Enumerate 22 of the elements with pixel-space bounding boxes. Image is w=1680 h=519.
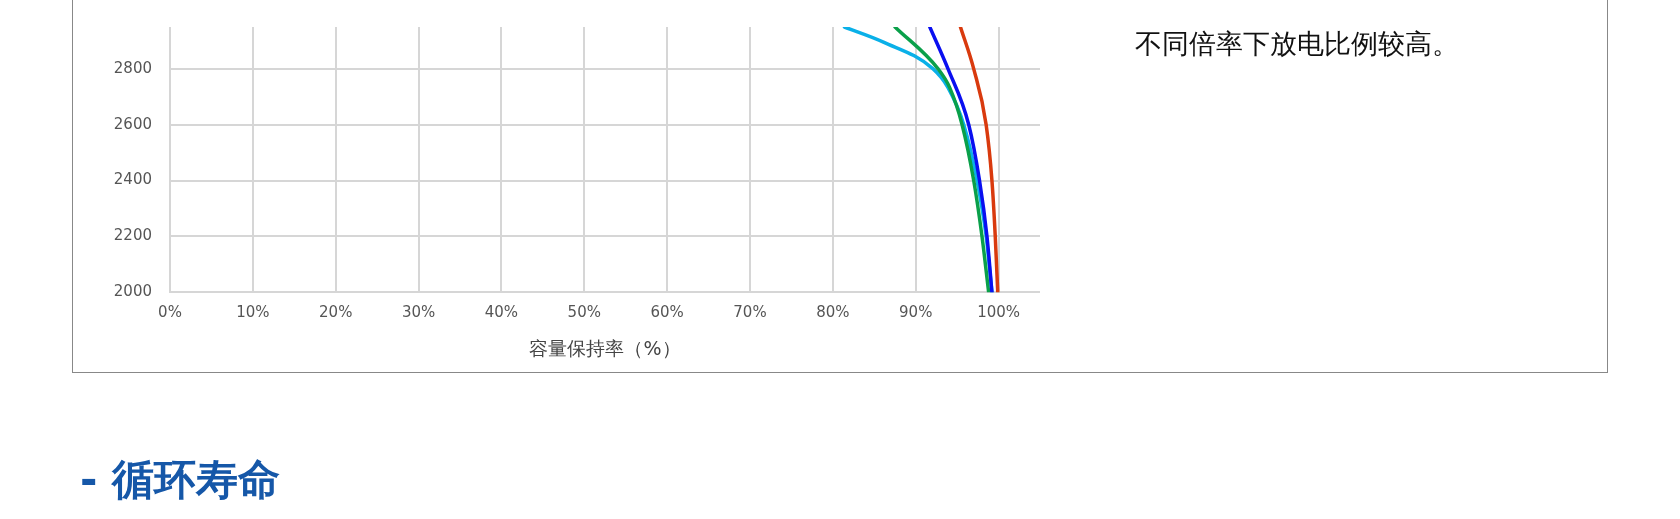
line-series [893,27,991,293]
y-tick-label: 2800 [113,58,152,77]
x-tick-label: 90% [899,303,933,322]
x-tick-label: 10% [236,303,270,322]
x-tick-label: 100% [977,303,1021,322]
text: 不同倍率下放电比例较高。 [1135,27,1459,61]
x-tick-label: 50% [567,303,601,322]
x-axis-title: 容量保持率（%） [529,336,681,359]
x-tick-label: 20% [319,303,353,322]
x-tick-label: 40% [484,303,519,322]
x-tick-label: 30% [401,303,436,322]
line-series [928,27,994,293]
y-tick-label: 2200 [113,226,152,245]
x-tick-label: 0% [158,303,182,322]
y-tick-label: 2400 [113,170,152,189]
y-tick-label: 2000 [113,282,152,301]
y-tick-label: 2600 [113,114,152,133]
x-tick-label: 70% [733,303,767,322]
text: - 循环寿命 [80,454,281,506]
line-series [958,27,1000,293]
x-tick-label: 80% [816,303,850,322]
x-tick-label: 60% [650,303,684,322]
